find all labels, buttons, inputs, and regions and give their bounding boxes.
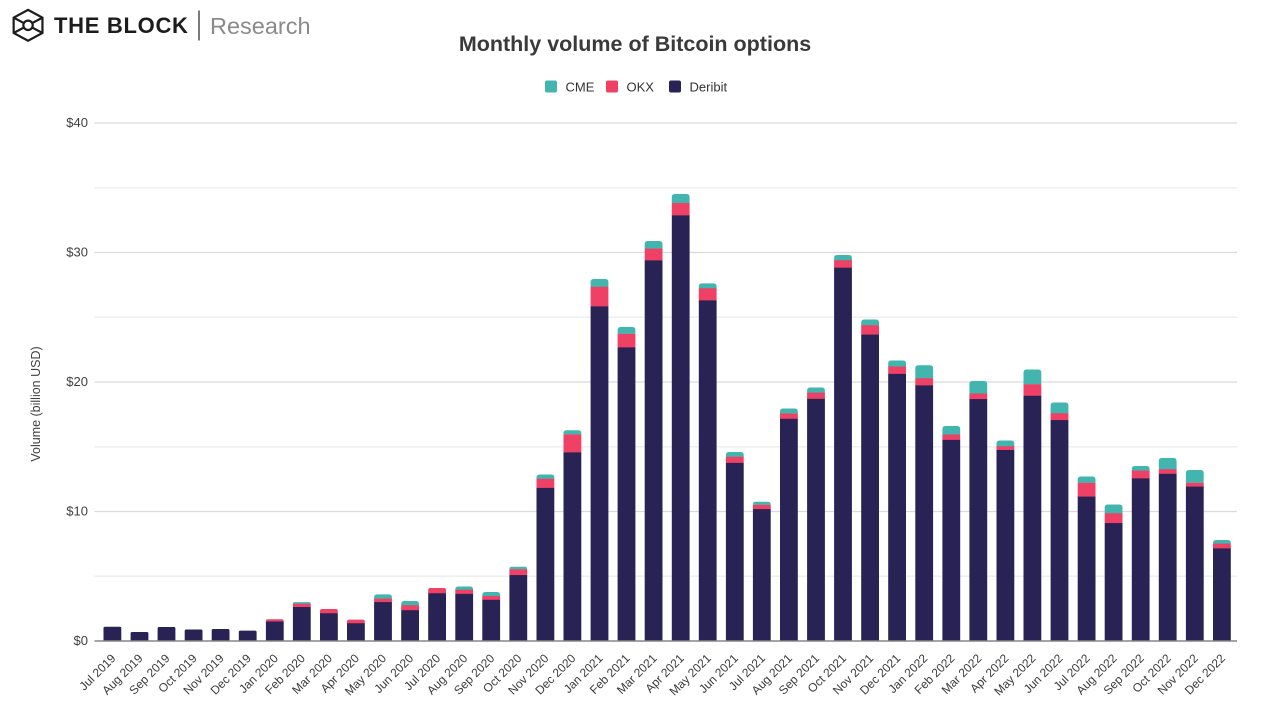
svg-text:Volume (billion USD): Volume (billion USD) xyxy=(29,346,43,461)
svg-text:Deribit: Deribit xyxy=(690,80,728,95)
svg-text:Monthly volume of Bitcoin opti: Monthly volume of Bitcoin options xyxy=(459,32,811,56)
svg-text:OKX: OKX xyxy=(627,80,655,95)
svg-text:$0: $0 xyxy=(74,633,88,648)
svg-text:$30: $30 xyxy=(66,245,88,260)
svg-text:$20: $20 xyxy=(66,374,88,389)
svg-text:Research: Research xyxy=(210,13,311,39)
svg-text:THE BLOCK: THE BLOCK xyxy=(54,13,189,38)
svg-text:$10: $10 xyxy=(66,504,88,519)
svg-text:$40: $40 xyxy=(66,115,88,130)
svg-text:CME: CME xyxy=(566,80,595,95)
